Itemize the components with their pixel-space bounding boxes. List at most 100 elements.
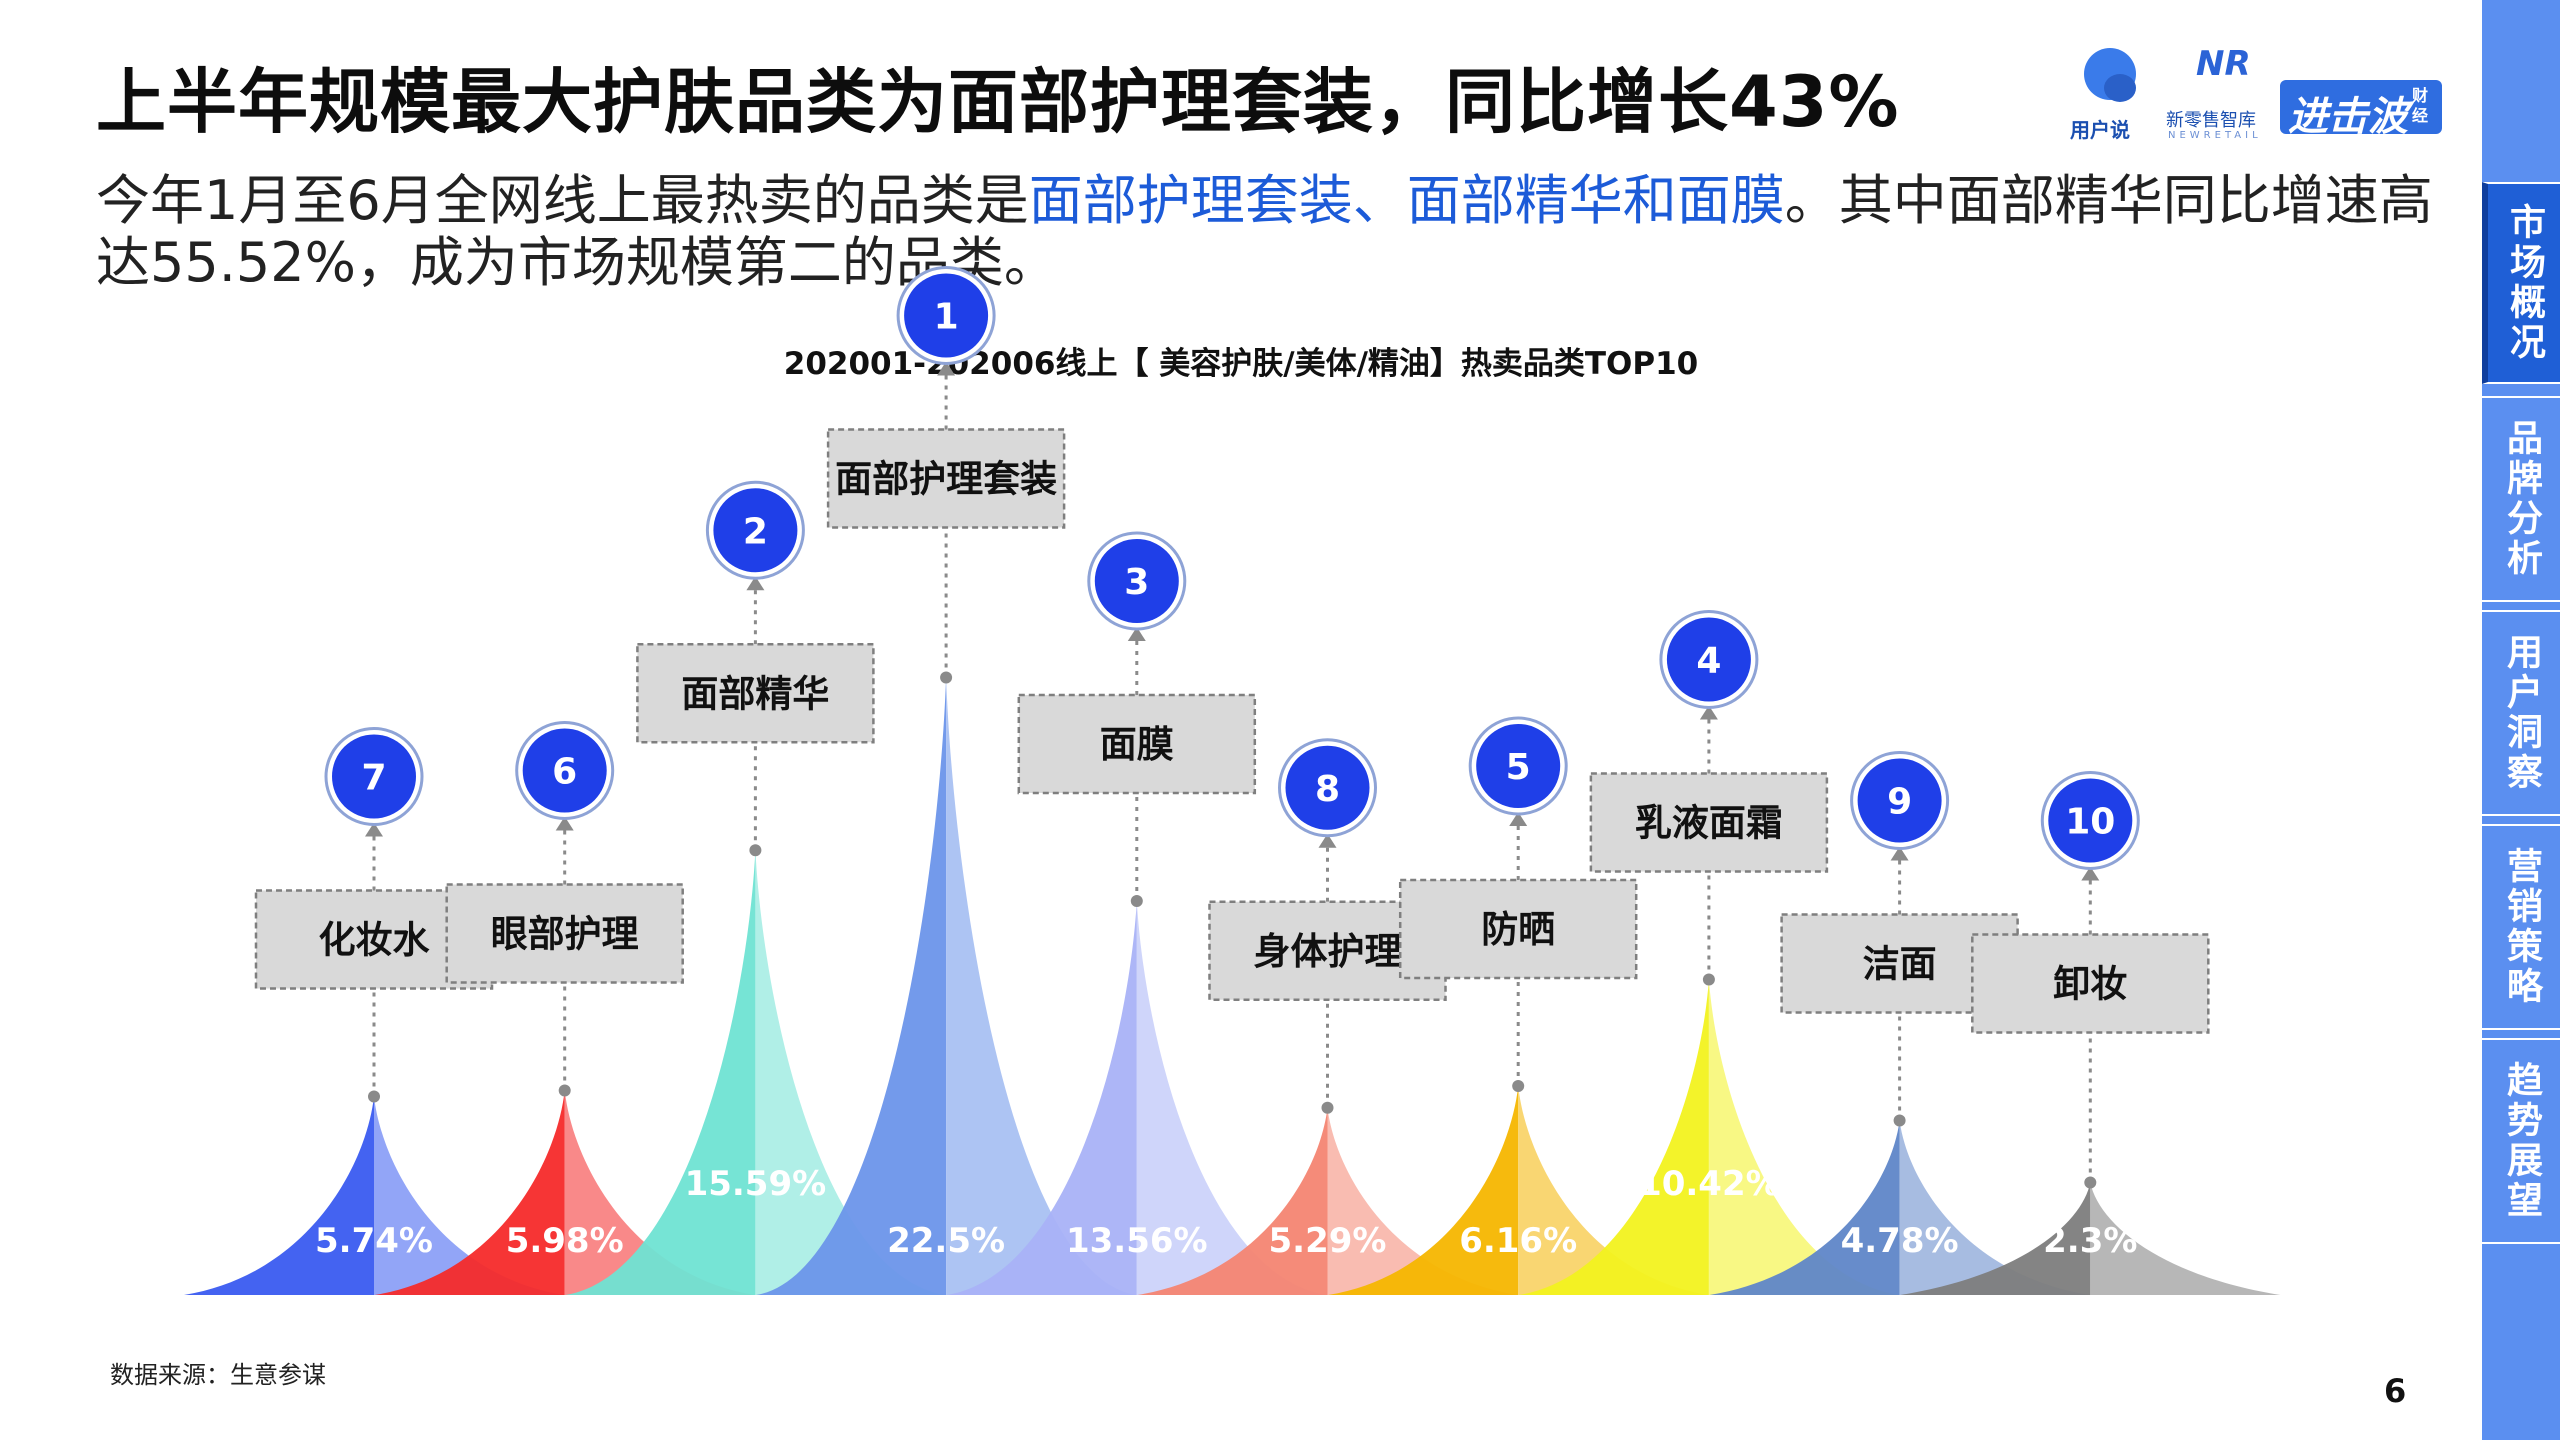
chart-rank-number-6: 8 [1315,769,1340,810]
chart-category-label-7: 防晒 [1481,908,1555,951]
chart-peak-left-7 [1328,1086,1519,1295]
chart-rank-badge-7 [1476,724,1561,808]
chart-rank-number-10: 10 [2065,802,2115,843]
chart-peak-right-10 [2090,1182,2281,1295]
chart-category-label-1: 化妆水 [319,919,431,962]
chart-peak-left-4 [756,677,947,1295]
data-source-note: 数据来源：生意参谋 [110,1361,326,1389]
chart-badge-arrow-8 [1699,705,1718,720]
chart-badge-arrow-3 [746,576,765,591]
chart-rank-number-2: 6 [552,752,577,793]
chart-peak-right-9 [1899,1120,2090,1295]
yonghushuo-logo-text: 用户说 [2070,118,2130,142]
sidebar-item-label: 品牌分析 [2501,419,2542,579]
newretail-logo-en: NEWRETAIL [2168,130,2262,141]
newretail-logo-text: 新零售智库 [2166,110,2256,131]
chart-value-label-2: 5.98% [506,1221,624,1261]
sidebar-item-label: 营销策略 [2501,847,2542,1007]
jinjibo-logo-small: 财经 [2412,86,2429,125]
sidebar-item-label: 市场概况 [2504,203,2545,363]
logo-group: 用户说 NR 新零售智库 NEWRETAIL 进击波 财经 [2070,36,2450,146]
chart-category-label-6: 身体护理 [1254,930,1402,973]
chart-peak-left-3 [565,850,756,1295]
chart-value-label-8: 10.42% [1638,1164,1780,1204]
chart-rank-badge-8 [1666,617,1751,702]
newretail-logo-mark: NR [2196,44,2251,84]
sidebar-item-brand-analysis[interactable]: 品牌分析 [2482,396,2560,602]
chart-category-box-2 [445,883,684,984]
chart-peak-right-8 [1708,979,1899,1295]
chart-badge-arrow-7 [1509,812,1528,826]
chart-category-label-2: 眼部护理 [491,913,639,956]
chart-value-label-6: 5.29% [1269,1221,1387,1261]
subtitle-highlight: 面部护理套装、面部精华和面膜 [1028,169,1785,232]
chart-badge-arrow-5 [1127,627,1146,641]
chart-category-label-3: 面部精华 [681,672,829,715]
chart-category-label-4: 面部护理套装 [835,458,1057,501]
sidebar-item-label: 用户洞察 [2501,633,2542,793]
chart-rank-number-1: 7 [361,758,386,799]
chart-rank-number-9: 9 [1887,782,1912,823]
chart-peaks [184,671,2281,1295]
chart-rank-badge-4 [904,273,989,358]
chart-peak-right-2 [564,1090,755,1295]
chart-value-label-10: 2.3% [2043,1221,2137,1261]
yonghushuo-logo-icon-part [2104,74,2136,102]
jinjibo-logo-text: 进击波 [2288,94,2408,140]
chart-category-label-8: 乳液面霜 [1635,802,1783,845]
chart-badge-arrow-9 [1890,846,1909,861]
chart-badge-arrow-10 [2081,866,2100,881]
jinjibo-logo: 进击波 财经 [2280,80,2450,140]
chart-leader-lines [365,361,2100,1183]
jinjibo-logo-bg [2280,80,2442,134]
sidebar-item-marketing-strategy[interactable]: 营销策略 [2482,824,2560,1030]
chart-value-labels: 5.74% 5.98% 15.59% 22.5% 13.56% 5.29% 6.16% 10.… [315,1164,2137,1261]
chart-peak-right-7 [1518,1086,1709,1295]
chart-rank-badge-1 [332,734,416,819]
sidebar-item-label: 趋势展望 [2501,1061,2542,1221]
chart-rank-number-4: 1 [934,297,959,338]
sidebar-item-trend-outlook[interactable]: 趋势展望 [2482,1038,2560,1244]
chart-peak-left-10 [1900,1182,2091,1295]
newretail-logo: NR 新零售智库 NEWRETAIL [2166,44,2286,144]
chart-value-label-7: 6.16% [1459,1221,1577,1261]
chart-value-label-5: 13.56% [1066,1221,1208,1261]
chart-peak-right-4 [946,677,1137,1295]
chart-peak-left-2 [374,1090,565,1295]
chart-peak-left-9 [1709,1120,1900,1295]
chart-badge-arrow-4 [937,361,956,376]
chart-category-label-9: 洁面 [1863,943,1937,986]
chart-rank-number-5: 3 [1124,562,1149,603]
page-title: 上半年规模最大护肤品类为面部护理套装，同比增长43% [96,61,1900,143]
chart-rank-badge-3 [713,488,798,573]
sidebar-item-market-overview[interactable]: 市场概况 [2482,182,2560,384]
chart-value-label-1: 5.74% [315,1221,433,1261]
page-subtitle: 今年1月至6月全网线上最热卖的品类是面部护理套装、面部精华和面膜。其中面部精华同… [96,170,2456,294]
subtitle-text-pre: 今年1月至6月全网线上最热卖的品类是 [96,169,1029,232]
chart-category-box-8 [1589,772,1829,873]
chart-rank-badges: 7 6 2 1 3 8 5 4 9 10 [324,266,2140,870]
chart-rank-badge-5 [1094,539,1179,623]
yonghushuo-logo: 用户说 [2070,44,2150,144]
subtitle-text-post: 。其中面部精华同比增速高达55.52%，成为市场规模第二的品类。 [96,169,2433,294]
chart-category-label-10: 卸妆 [2053,963,2127,1006]
chart-category-box-4 [826,428,1066,529]
chart-rank-number-7: 5 [1506,747,1531,788]
chart-peak-right-1 [374,1096,564,1295]
chart-value-label-9: 4.78% [1841,1221,1959,1261]
chart-badge-arrow-6 [1318,833,1337,848]
chart-rank-badge-10 [2048,778,2133,863]
chart-value-label-3: 15.59% [685,1164,827,1204]
chart-peak-left-8 [1518,979,1709,1295]
chart-rank-number-8: 4 [1696,641,1721,682]
chart-value-label-4: 22.5% [887,1221,1005,1261]
chart-category-box-3 [636,643,875,744]
chart-peak-right-6 [1327,1107,1518,1295]
chart-peak-left-5 [946,901,1137,1295]
chart-peak-right-3 [755,850,946,1295]
page-number: 6 [2384,1372,2407,1410]
chart-category-box-10 [1971,933,2210,1034]
sidebar-item-user-insight[interactable]: 用户洞察 [2482,610,2560,816]
